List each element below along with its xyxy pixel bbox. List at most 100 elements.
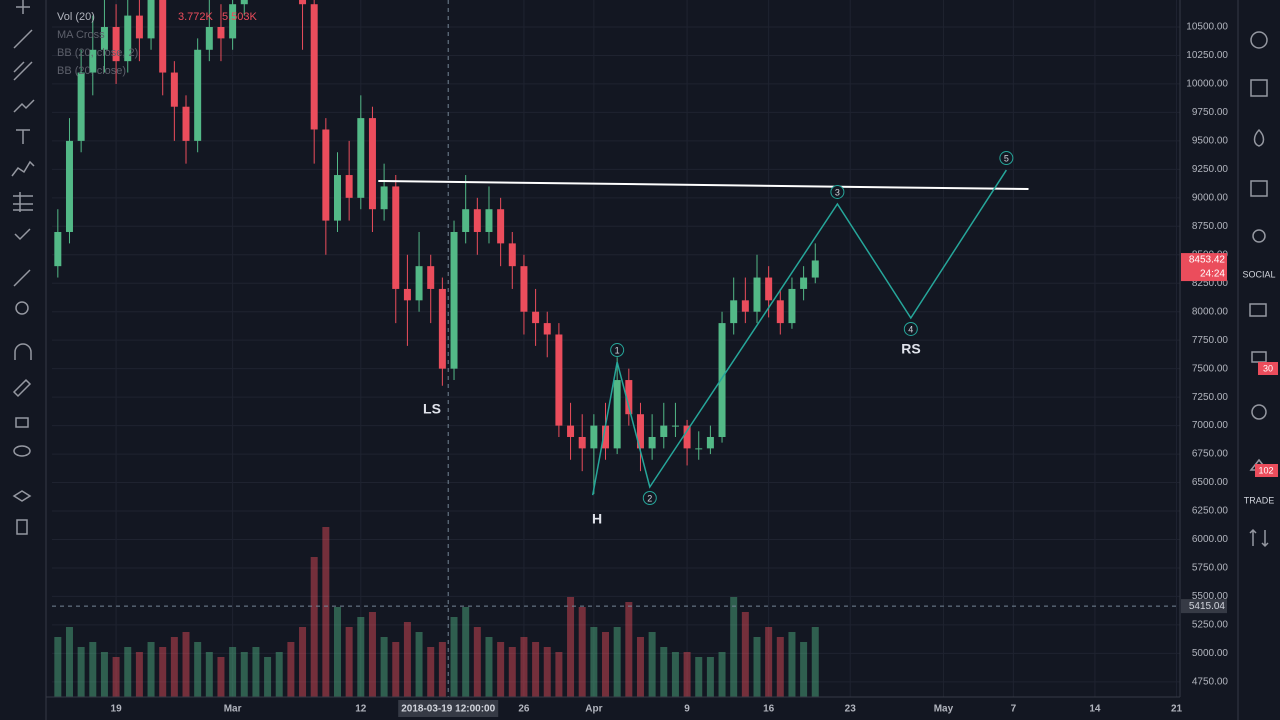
zoom-tool[interactable] bbox=[15, 301, 29, 315]
y-tick-label: 5000.00 bbox=[1192, 648, 1229, 659]
volume-bar bbox=[147, 642, 155, 697]
volume-bar bbox=[811, 627, 819, 697]
pattern-tool[interactable] bbox=[11, 160, 35, 177]
volume-bar bbox=[287, 642, 295, 697]
candle-body bbox=[648, 436, 656, 449]
volume-bar bbox=[170, 637, 178, 697]
crosshair-y-box bbox=[1181, 599, 1227, 614]
x-tick-label: May bbox=[934, 704, 954, 715]
volume-bar bbox=[602, 632, 610, 697]
x-tick-label: 9 bbox=[684, 704, 690, 715]
candle-body bbox=[89, 49, 97, 73]
volume-bar bbox=[753, 637, 761, 697]
volume-bar bbox=[345, 627, 353, 697]
candle-body bbox=[310, 4, 318, 130]
candle-body bbox=[625, 380, 633, 415]
candle-body bbox=[427, 266, 435, 289]
watchlist-button[interactable] bbox=[1250, 79, 1268, 97]
volume-bar bbox=[578, 607, 586, 697]
volume-bar bbox=[368, 612, 376, 697]
y-tick-label: 7000.00 bbox=[1192, 420, 1229, 431]
volume-bar bbox=[473, 627, 481, 697]
hotlist-button[interactable] bbox=[1253, 128, 1265, 147]
lock-tool[interactable] bbox=[15, 417, 29, 428]
draw-mode-tool[interactable] bbox=[12, 378, 32, 398]
y-tick-label: 10500.00 bbox=[1186, 22, 1228, 33]
hide-tool[interactable] bbox=[13, 445, 31, 457]
volume-bar bbox=[543, 647, 551, 697]
y-tick-label: 5750.00 bbox=[1192, 563, 1229, 574]
candle-body bbox=[613, 380, 621, 449]
volume-bar bbox=[788, 632, 796, 697]
volume-bar bbox=[124, 647, 132, 697]
y-tick-label: 6250.00 bbox=[1192, 506, 1229, 517]
line-tool[interactable] bbox=[13, 29, 33, 49]
candle-body bbox=[473, 209, 481, 232]
chat-button[interactable] bbox=[1249, 303, 1267, 317]
x-tick-label: Apr bbox=[585, 704, 602, 715]
y-tick-label: 4750.00 bbox=[1192, 676, 1229, 687]
x-tick-label: 21 bbox=[1171, 704, 1183, 715]
volume-legend: Vol (20) bbox=[57, 11, 95, 23]
candles bbox=[54, 0, 819, 494]
candle-body bbox=[124, 15, 132, 62]
pattern-label: RS bbox=[901, 341, 920, 357]
y-tick-label: 10250.00 bbox=[1186, 50, 1228, 61]
volume-bar bbox=[695, 657, 703, 697]
layers-tool[interactable] bbox=[12, 490, 32, 502]
candle-body bbox=[590, 425, 598, 449]
ideas-button[interactable] bbox=[1252, 229, 1266, 243]
wave-label: 3 bbox=[835, 187, 840, 197]
y-tick-label: 9250.00 bbox=[1192, 164, 1229, 175]
indicator-legend: MA Cross bbox=[57, 29, 105, 41]
volume-bar bbox=[765, 627, 773, 697]
text-tool[interactable] bbox=[16, 129, 30, 144]
fib-tool[interactable] bbox=[13, 61, 33, 81]
y-tick-label: 9750.00 bbox=[1192, 107, 1229, 118]
volume-bar bbox=[275, 652, 283, 697]
drawings: 1 2 3 4 5 LS H RS bbox=[52, 0, 1180, 697]
candle-body bbox=[671, 425, 679, 427]
volume-bar bbox=[112, 657, 120, 697]
streams-button[interactable] bbox=[1251, 404, 1267, 420]
icon-tool[interactable] bbox=[14, 228, 31, 241]
candle-body bbox=[450, 231, 458, 369]
alerts-button[interactable] bbox=[1250, 31, 1268, 49]
x-tick-label: 16 bbox=[763, 704, 775, 715]
wave-marker bbox=[999, 151, 1014, 166]
candle-body bbox=[345, 175, 353, 198]
candle-body bbox=[555, 334, 563, 426]
x-tick-label: Mar bbox=[224, 704, 242, 715]
candle-body bbox=[100, 26, 108, 50]
calendar-button[interactable] bbox=[1250, 180, 1268, 197]
candle-body bbox=[299, 0, 307, 5]
trading-panel-button[interactable] bbox=[1249, 528, 1269, 548]
wave-label: 4 bbox=[908, 324, 913, 334]
legend: Vol (20) 3.772K 5.503K MA Cross BB (20, … bbox=[57, 11, 258, 77]
forecast-tool[interactable] bbox=[13, 192, 33, 212]
indicator-legend: BB (20, close, 2) bbox=[57, 47, 138, 59]
x-tick-label: 12 bbox=[355, 704, 367, 715]
volume-bar bbox=[182, 632, 190, 697]
candle-body bbox=[322, 129, 330, 221]
measure-tool[interactable] bbox=[13, 269, 31, 287]
candle-body bbox=[112, 26, 120, 62]
delete-tool[interactable] bbox=[16, 519, 28, 535]
countdown-label: 24:24 bbox=[1200, 269, 1225, 280]
crosshair-tool[interactable] bbox=[16, 0, 30, 14]
candle-body bbox=[497, 209, 505, 244]
candle-body bbox=[636, 414, 644, 449]
neckline bbox=[378, 179, 1029, 191]
y-tick-label: 6500.00 bbox=[1192, 477, 1229, 488]
magnet-tool[interactable] bbox=[14, 343, 32, 360]
wave-line bbox=[591, 169, 1008, 496]
candle-body bbox=[334, 175, 341, 221]
candle-body bbox=[788, 288, 796, 324]
crosshair-y-label: 5415.04 bbox=[1189, 601, 1226, 612]
crosshair-x-box bbox=[398, 700, 499, 717]
volume-bar bbox=[718, 652, 726, 697]
brush-tool[interactable] bbox=[13, 99, 35, 113]
volume-bar bbox=[252, 647, 260, 697]
candle-body bbox=[776, 300, 784, 324]
candle-body bbox=[532, 311, 540, 324]
